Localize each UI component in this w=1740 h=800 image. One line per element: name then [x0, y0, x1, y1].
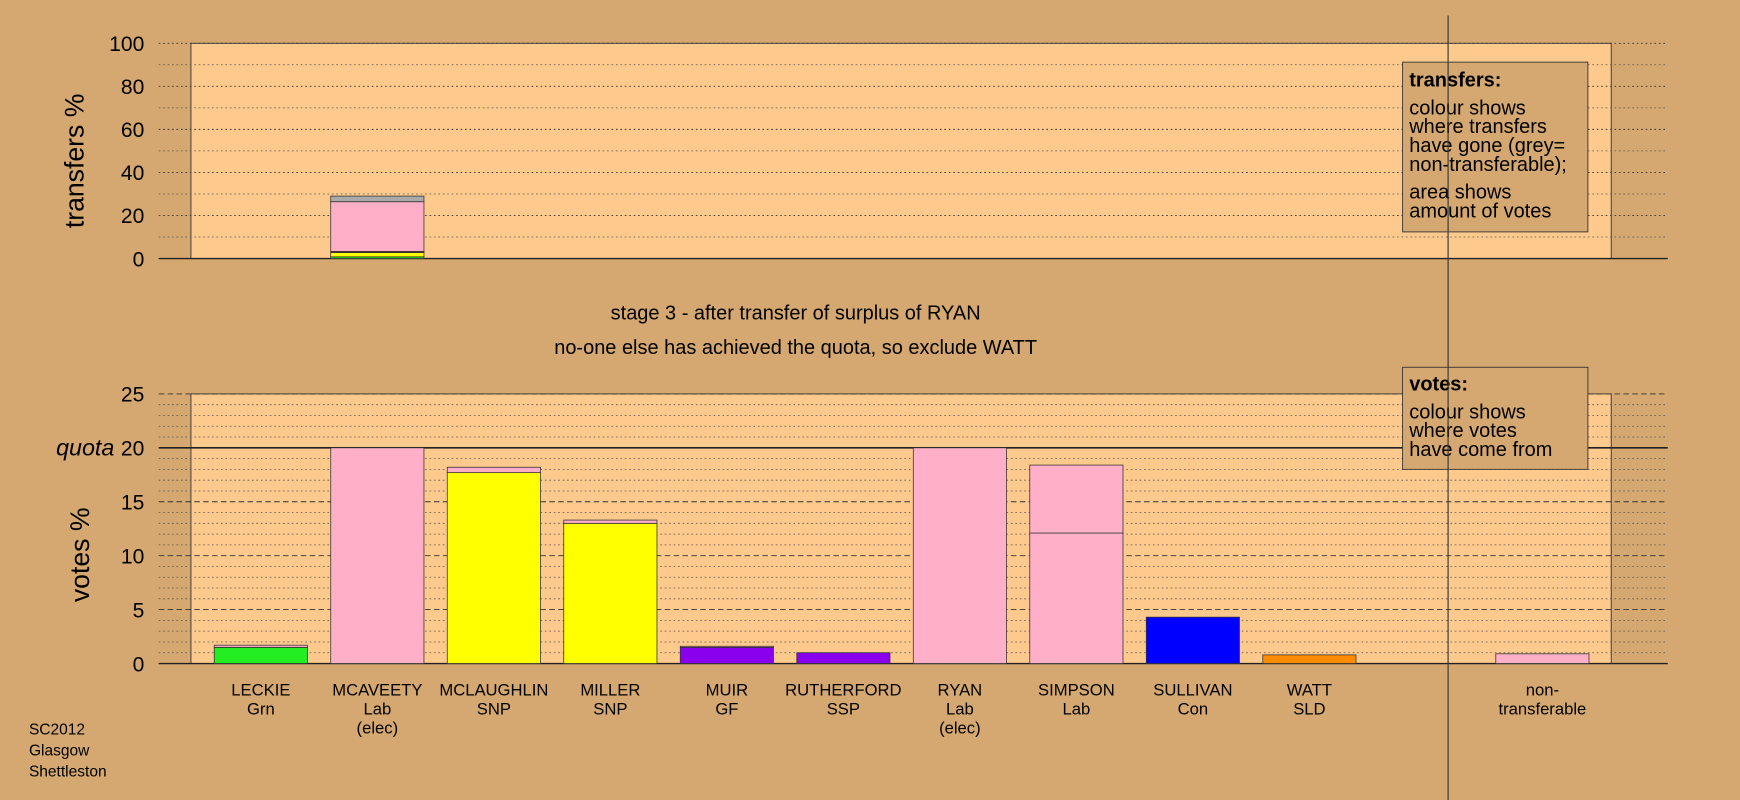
legend-title: transfers:	[1409, 70, 1501, 92]
bar-segment	[1495, 653, 1590, 664]
bar-segment	[563, 522, 658, 664]
legend-text: where votes	[1408, 420, 1517, 442]
x-tick-label: Lab	[363, 700, 391, 719]
stage-text: no-one else has achieved the quota, so e…	[554, 337, 1037, 359]
x-tick-label: LECKIE	[231, 681, 290, 700]
y-tick-label: 20	[121, 438, 144, 461]
x-tick-label: MILLER	[580, 681, 640, 700]
x-tick-label: WATT	[1287, 681, 1332, 700]
bar-segment	[446, 466, 541, 474]
x-tick-label: (elec)	[939, 718, 981, 737]
y-tick-label: 10	[121, 545, 144, 568]
x-tick-label: RYAN	[938, 681, 983, 700]
y-tick-label: 5	[133, 599, 145, 622]
x-tick-label: SLD	[1293, 700, 1325, 719]
y-tick-label: 25	[121, 384, 144, 407]
x-tick-label: Lab	[946, 700, 974, 719]
y-tick-label: 60	[121, 119, 144, 142]
legend-text: colour shows	[1409, 401, 1526, 423]
x-tick-label: GF	[715, 700, 738, 719]
x-tick-label: MCAVEETY	[332, 681, 422, 700]
x-tick-label: RUTHERFORD	[785, 681, 901, 700]
x-tick-label: (elec)	[357, 718, 399, 737]
bar-segment	[330, 252, 425, 258]
legend-text: non-transferable);	[1409, 154, 1567, 176]
quota-label: quota	[56, 435, 114, 461]
bar-segment	[1029, 532, 1124, 664]
bar-segment	[796, 652, 891, 664]
x-tick-label: SNP	[593, 700, 627, 719]
bar-segment	[1262, 654, 1357, 664]
footer-text: Shettleston	[29, 764, 107, 781]
footer-text: Glasgow	[29, 743, 90, 760]
y-tick-label: 0	[133, 653, 145, 676]
legend-title: votes:	[1409, 374, 1468, 396]
x-tick-label: non-	[1526, 681, 1559, 700]
legend-text: amount of votes	[1409, 200, 1551, 222]
y-tick-label: 40	[121, 162, 144, 185]
x-tick-label: MUIR	[706, 681, 748, 700]
bar-segment	[330, 447, 425, 664]
legend-box	[1402, 61, 1589, 233]
legend-text: area shows	[1409, 182, 1511, 204]
y-tick-label: 20	[121, 205, 144, 228]
bar-segment	[1145, 616, 1240, 664]
y-tick-label: 100	[109, 33, 144, 56]
x-tick-label: Con	[1178, 700, 1209, 719]
x-tick-label: SSP	[827, 700, 860, 719]
axis-title: transfers %	[59, 94, 89, 229]
stage-text: stage 3 - after transfer of surplus of R…	[611, 303, 981, 325]
x-tick-label: SNP	[477, 700, 511, 719]
bar-segment	[563, 519, 658, 524]
y-tick-label: 80	[121, 76, 144, 99]
x-tick-label: SIMPSON	[1038, 681, 1115, 700]
bar-segment	[1029, 464, 1124, 534]
bar-segment	[679, 645, 774, 648]
x-tick-label: SULLIVAN	[1153, 681, 1232, 700]
bar-segment	[679, 646, 774, 664]
y-tick-label: 0	[133, 248, 145, 271]
bar-segment	[330, 201, 425, 252]
x-tick-label: transferable	[1499, 700, 1587, 719]
legend-text: have come from	[1409, 439, 1552, 461]
legend-text: where transfers	[1408, 116, 1547, 138]
bar-segment	[213, 644, 308, 648]
axis-title: votes %	[65, 507, 95, 602]
bar-segment	[912, 447, 1007, 664]
bar-segment	[446, 472, 541, 664]
x-tick-label: Lab	[1063, 700, 1091, 719]
bar-segment	[213, 646, 308, 664]
footer-text: SC2012	[29, 722, 85, 739]
y-tick-label: 15	[121, 492, 144, 515]
x-tick-label: Grn	[247, 700, 275, 719]
x-tick-label: MCLAUGHLIN	[439, 681, 548, 700]
legend-box	[1402, 366, 1589, 470]
legend-text: colour shows	[1409, 97, 1526, 119]
bar-segment	[330, 195, 425, 203]
